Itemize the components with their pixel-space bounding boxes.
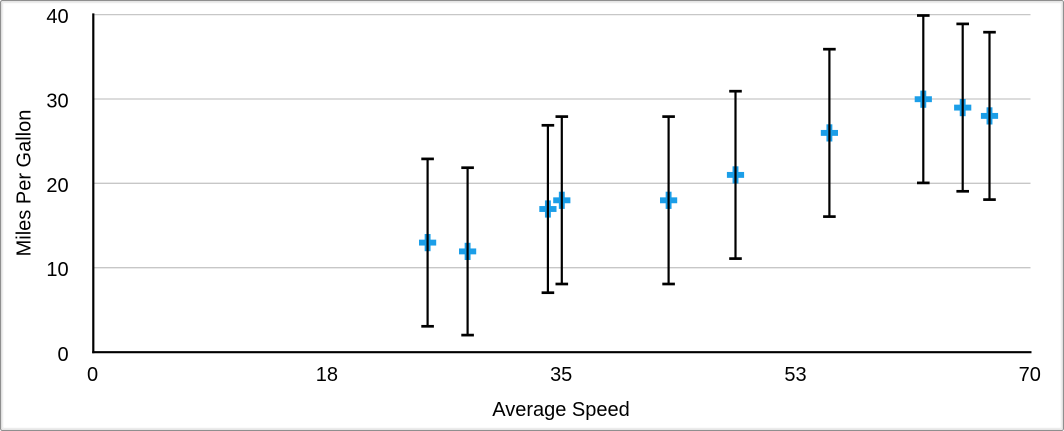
- svg-text:35: 35: [550, 364, 572, 386]
- svg-text:70: 70: [1019, 364, 1041, 386]
- svg-text:Miles Per Gallon: Miles Per Gallon: [14, 110, 36, 257]
- svg-text:10: 10: [46, 259, 68, 281]
- svg-text:18: 18: [316, 364, 338, 386]
- svg-text:53: 53: [784, 364, 806, 386]
- svg-text:40: 40: [46, 6, 68, 28]
- svg-text:0: 0: [87, 364, 98, 386]
- svg-text:0: 0: [57, 344, 68, 366]
- svg-text:30: 30: [46, 91, 68, 113]
- svg-text:20: 20: [46, 175, 68, 197]
- svg-text:Average Speed: Average Speed: [492, 399, 630, 421]
